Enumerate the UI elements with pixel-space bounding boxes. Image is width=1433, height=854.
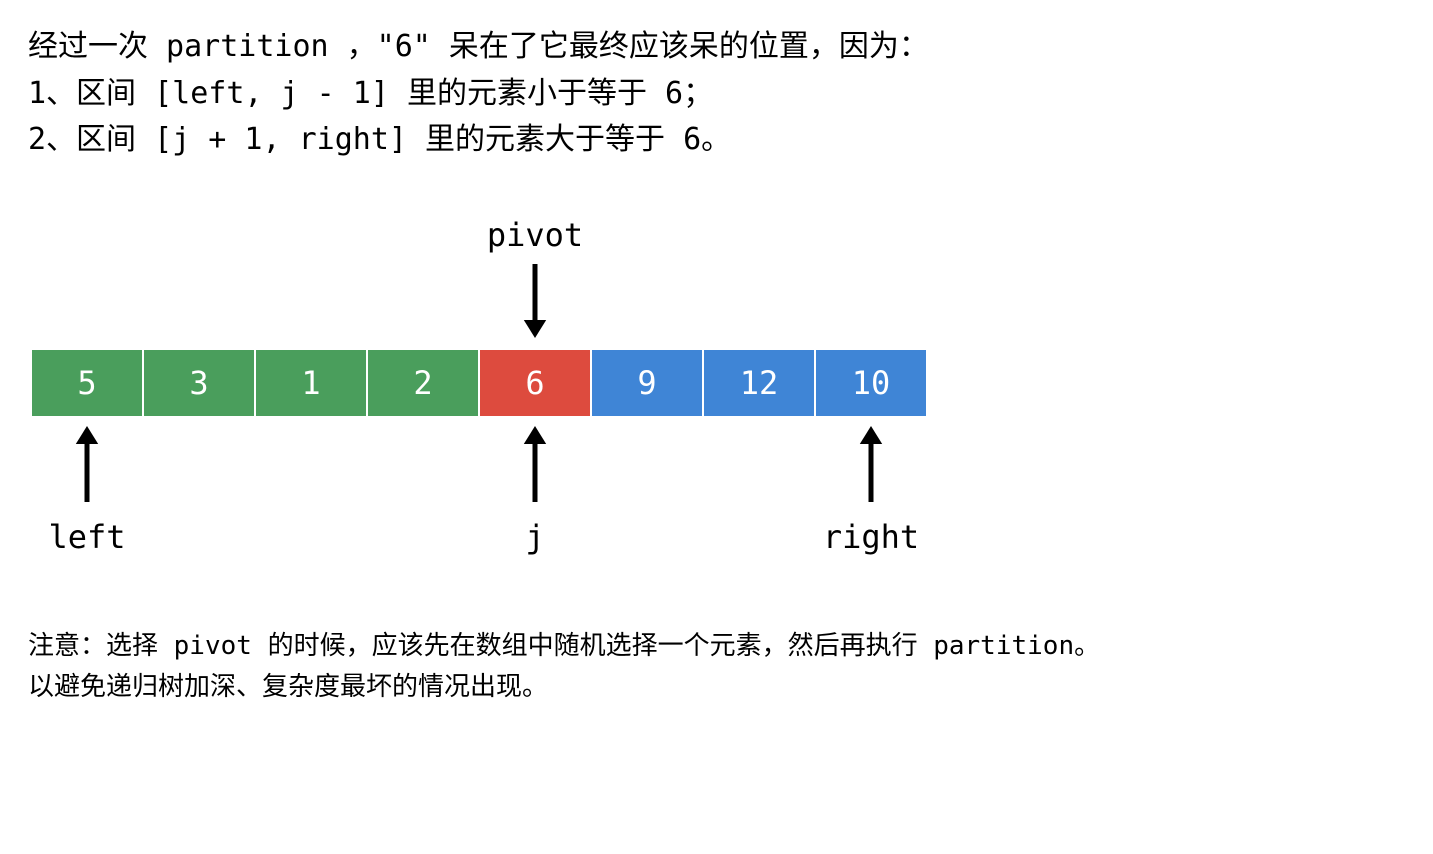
partition-diagram: pivot 5312691210 left j right [28,200,1405,556]
bottom-pointer-col [592,416,702,556]
array-cell: 6 [480,350,590,416]
note-line-2: 以避免递归树加深、复杂度最坏的情况出现。 [28,667,1405,708]
array-cell: 10 [816,350,926,416]
explanation-block: 经过一次 partition ，"6" 呆在了它最终应该呆的位置，因为： 1、区… [28,24,1405,164]
bottom-pointer-col [256,416,366,556]
arrow-down-icon [517,262,553,342]
top-pointer-col [144,200,254,350]
explain-line-3: 2、区间 [j + 1, right] 里的元素大于等于 6。 [28,117,1405,164]
arrow-up-icon [69,424,105,504]
bottom-pointer-col [144,416,254,556]
bottom-pointer-col [704,416,814,556]
top-pointer-row: pivot [32,200,1405,350]
note-line-1: 注意：选择 pivot 的时候，应该先在数组中随机选择一个元素，然后再执行 pa… [28,626,1405,667]
top-pointer-col [704,200,814,350]
note-block: 注意：选择 pivot 的时候，应该先在数组中随机选择一个元素，然后再执行 pa… [28,626,1405,708]
explain-line-2: 1、区间 [left, j - 1] 里的元素小于等于 6； [28,71,1405,118]
array-cell: 12 [704,350,814,416]
top-pointer-col [368,200,478,350]
array-cell: 3 [144,350,254,416]
pointer-label: j [525,518,544,556]
arrow-up-icon [853,424,889,504]
pointer-label: left [48,518,125,556]
array-cell: 9 [592,350,702,416]
bottom-pointer-row: left j right [32,416,1405,556]
top-pointer-col [592,200,702,350]
array-cell: 2 [368,350,478,416]
bottom-pointer-col: left [32,416,142,556]
arrow-up-icon [517,424,553,504]
top-pointer-col [256,200,366,350]
array-cell: 5 [32,350,142,416]
bottom-pointer-col: j [480,416,590,556]
array-row: 5312691210 [32,350,1405,416]
pointer-label: right [823,518,919,556]
top-pointer-col [816,200,926,350]
top-pointer-col [32,200,142,350]
explain-line-1: 经过一次 partition ，"6" 呆在了它最终应该呆的位置，因为： [28,24,1405,71]
pivot-label: pivot [487,216,583,254]
top-pointer-col: pivot [480,200,590,350]
bottom-pointer-col [368,416,478,556]
bottom-pointer-col: right [816,416,926,556]
array-cell: 1 [256,350,366,416]
